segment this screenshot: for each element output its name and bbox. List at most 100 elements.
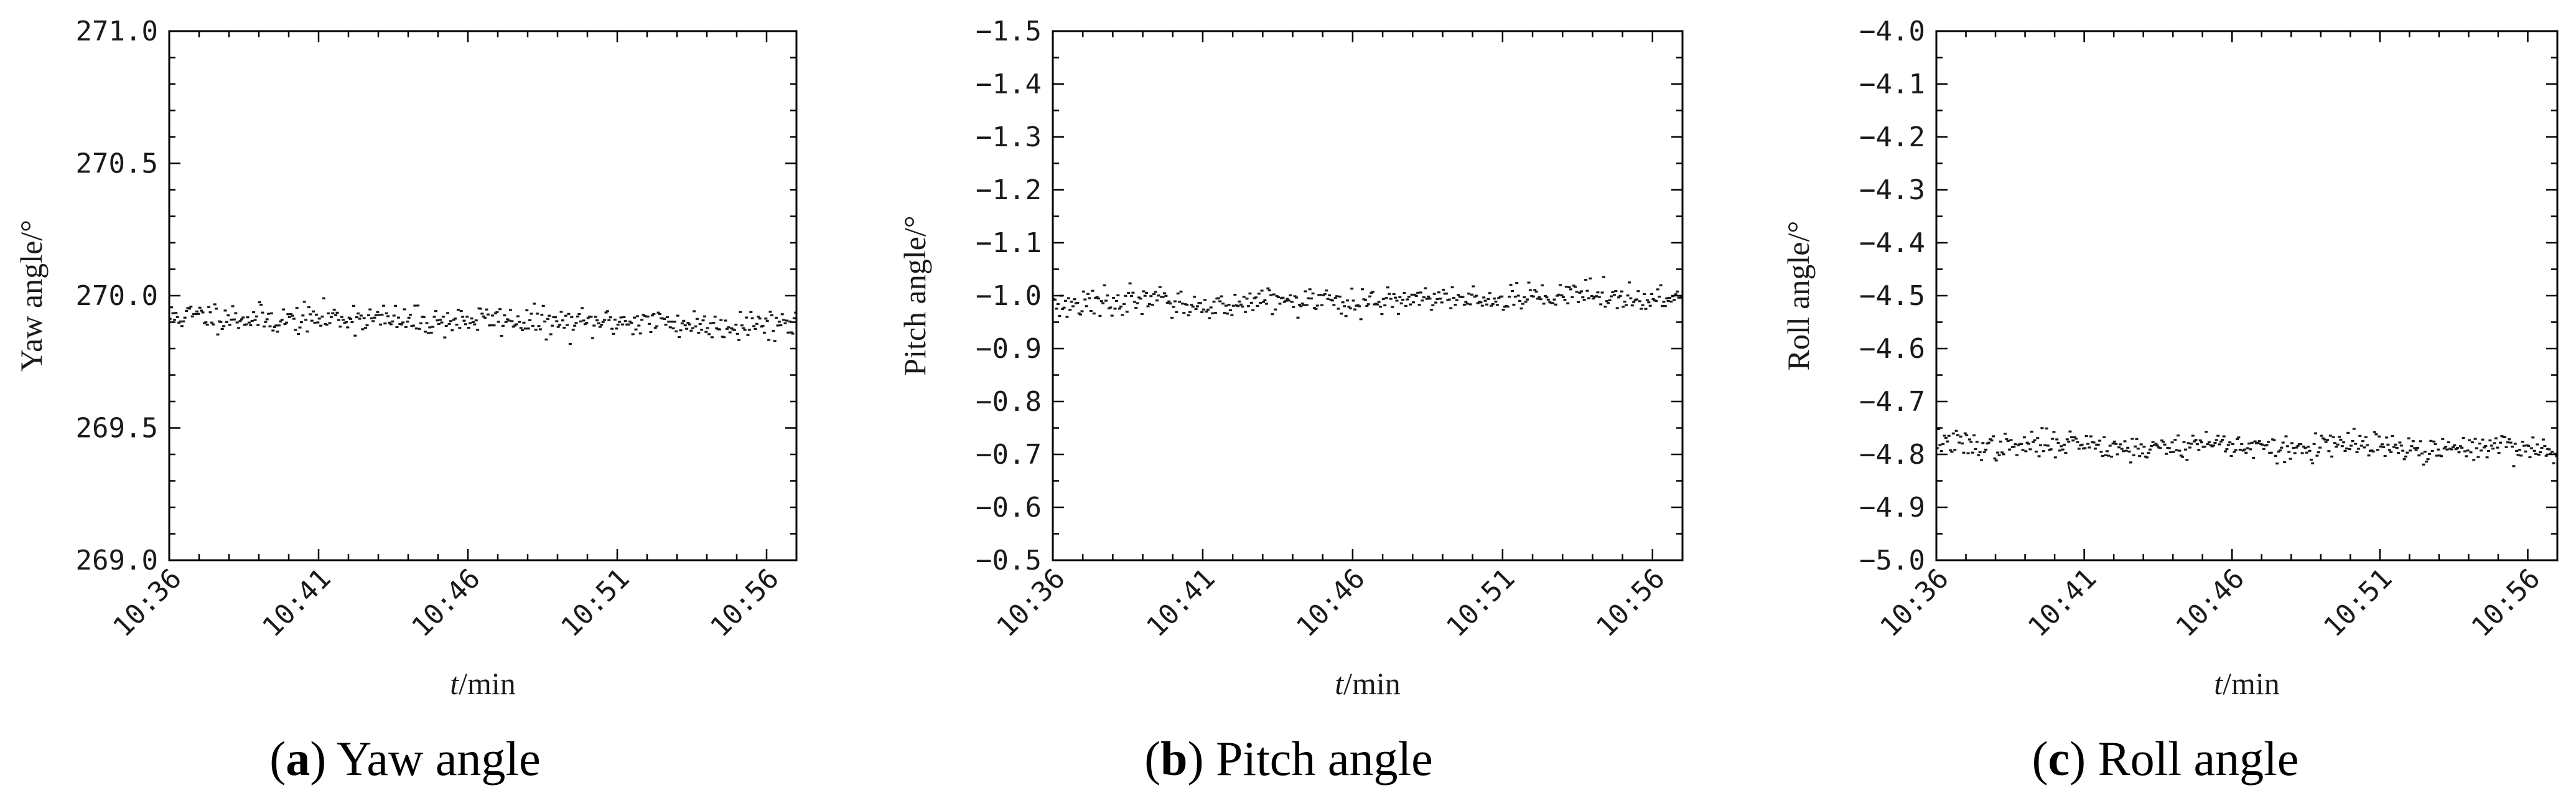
data-point — [697, 332, 701, 334]
data-point — [1440, 301, 1444, 304]
data-point — [732, 329, 736, 331]
data-point — [1377, 301, 1381, 303]
x-axis-variable: t — [1335, 666, 1344, 701]
data-point — [2141, 452, 2144, 454]
data-point — [688, 323, 691, 326]
data-point — [735, 332, 739, 335]
data-point — [1611, 291, 1615, 293]
data-point — [2524, 450, 2527, 453]
data-point — [2458, 445, 2462, 448]
data-point — [782, 319, 786, 321]
y-tick-label: −1.2 — [976, 174, 1042, 206]
data-point — [693, 310, 696, 312]
data-point — [1658, 296, 1661, 298]
data-point — [1308, 288, 1312, 291]
data-point — [2496, 446, 2499, 449]
data-point — [574, 322, 578, 324]
data-point — [2395, 447, 2399, 449]
data-point — [240, 318, 243, 321]
data-point — [276, 331, 279, 333]
data-point — [1227, 304, 1231, 306]
data-point — [549, 333, 553, 336]
data-point — [407, 316, 411, 319]
data-point — [1081, 290, 1085, 293]
data-point — [201, 311, 205, 314]
data-point — [2228, 441, 2232, 444]
data-point — [1581, 296, 1585, 299]
data-point — [1290, 301, 1294, 303]
data-point — [1429, 309, 1433, 311]
data-point — [2186, 442, 2190, 444]
data-point — [1406, 298, 1409, 301]
data-point — [1109, 306, 1113, 309]
data-point — [642, 314, 645, 316]
data-point — [1419, 291, 1422, 294]
data-point — [2167, 447, 2171, 449]
data-point — [282, 308, 286, 311]
data-point — [623, 320, 627, 322]
data-point — [665, 316, 669, 319]
data-point — [635, 315, 639, 317]
data-point — [2173, 439, 2177, 441]
data-point — [287, 316, 291, 318]
data-point — [259, 304, 263, 306]
data-point — [2071, 439, 2075, 442]
data-point — [1191, 306, 1195, 308]
data-point — [1083, 298, 1087, 301]
data-point — [1182, 312, 1186, 314]
data-point — [429, 331, 433, 334]
data-point — [319, 324, 323, 327]
data-point — [271, 329, 275, 332]
data-point — [671, 327, 675, 330]
data-point — [1209, 306, 1213, 309]
data-point — [501, 324, 505, 327]
data-point — [638, 332, 642, 335]
data-point — [604, 311, 608, 314]
data-point — [419, 322, 422, 324]
data-point — [317, 317, 321, 320]
data-point — [2311, 462, 2315, 464]
data-point — [1242, 296, 1246, 298]
data-point — [2385, 436, 2389, 439]
data-point — [1229, 309, 1232, 311]
data-point — [1509, 284, 1513, 286]
y-tick-label: −4.6 — [1859, 333, 1925, 365]
data-point — [394, 304, 398, 307]
data-point — [567, 312, 571, 315]
data-point — [436, 319, 439, 322]
data-point — [2119, 443, 2122, 446]
data-point — [1941, 443, 1945, 445]
data-point — [564, 314, 567, 317]
data-point — [1341, 301, 1345, 304]
data-point — [2042, 450, 2045, 453]
data-point — [1999, 440, 2002, 443]
data-point — [658, 312, 661, 316]
data-point — [210, 321, 213, 324]
data-point — [1128, 282, 1132, 284]
data-point — [533, 303, 536, 305]
data-point — [2527, 444, 2531, 447]
data-point — [1103, 284, 1106, 286]
data-point — [2067, 440, 2071, 443]
data-point — [1596, 291, 1600, 294]
data-point — [2432, 440, 2436, 443]
y-axis-label: Pitch angle/° — [897, 215, 932, 375]
data-point — [2499, 441, 2502, 444]
data-point — [637, 324, 641, 327]
data-point — [1213, 312, 1217, 314]
data-point — [1091, 289, 1094, 292]
data-point — [2183, 448, 2187, 451]
data-point — [2287, 451, 2291, 453]
data-point — [2460, 446, 2464, 449]
data-point — [1523, 296, 1526, 299]
data-point — [2504, 446, 2508, 448]
data-point — [2351, 440, 2354, 443]
data-point — [548, 314, 551, 317]
data-point — [1493, 298, 1496, 300]
data-point — [713, 316, 717, 318]
data-point — [2470, 441, 2474, 444]
data-point — [299, 321, 303, 324]
data-point — [2236, 438, 2239, 440]
data-point — [1943, 434, 1946, 437]
data-point — [377, 314, 381, 316]
